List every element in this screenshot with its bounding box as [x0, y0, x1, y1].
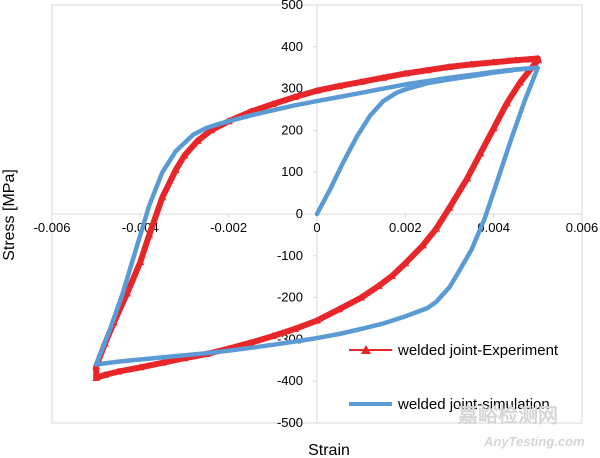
- series-experiment-marker: [357, 77, 366, 85]
- series-group: [92, 54, 542, 381]
- y-tick-label: 500: [281, 0, 303, 12]
- legend-experiment-marker: [361, 345, 371, 354]
- series-experiment-marker: [158, 193, 167, 201]
- series-experiment-marker: [145, 230, 154, 238]
- series-experiment-marker: [171, 166, 180, 174]
- series-experiment-marker: [193, 136, 202, 144]
- series-experiment-marker: [114, 367, 123, 375]
- series-experiment-marker: [290, 324, 299, 332]
- series-experiment-marker: [335, 305, 344, 313]
- series-experiment-marker: [502, 99, 511, 107]
- y-tick-label: -100: [277, 248, 303, 263]
- y-tick-label: 300: [281, 81, 303, 96]
- series-simulation-line: [93, 65, 541, 367]
- legend: welded joint-Experiment welded joint-sim…: [349, 342, 559, 413]
- x-tick-label: 0.004: [477, 220, 510, 235]
- series-experiment-marker: [268, 100, 277, 108]
- series-experiment-marker: [313, 316, 321, 324]
- series-experiment-marker: [401, 259, 410, 267]
- series-experiment-marker: [432, 224, 441, 232]
- x-tick-label: -0.006: [34, 220, 71, 235]
- series-experiment-marker: [207, 126, 215, 134]
- series-experiment-marker: [335, 82, 344, 90]
- series-experiment-marker: [101, 370, 109, 378]
- x-tick-label: -0.002: [210, 220, 247, 235]
- y-tick-label: -400: [277, 373, 303, 388]
- series-experiment-marker: [423, 66, 432, 74]
- series-experiment-marker: [246, 338, 255, 346]
- series-experiment-marker: [357, 293, 366, 301]
- series-experiment-marker: [136, 363, 145, 371]
- x-axis-title: Strain: [308, 442, 350, 458]
- y-tick-label: 0: [296, 206, 303, 221]
- series-experiment-marker: [180, 151, 189, 159]
- watermark-en: AnyTesting.com: [483, 434, 585, 449]
- series-experiment-marker: [379, 73, 388, 81]
- x-tick-label: 0.006: [566, 220, 599, 235]
- x-tick-label: 0: [313, 220, 320, 235]
- series-experiment-marker: [533, 56, 542, 64]
- series-experiment-marker: [525, 55, 533, 63]
- series-experiment-marker: [401, 69, 410, 77]
- series-experiment-marker: [268, 332, 277, 340]
- series-experiment-marker: [467, 60, 476, 68]
- series-experiment-marker: [136, 258, 145, 266]
- watermark-cn: 嘉峪检测网: [457, 403, 558, 427]
- y-axis-title: Stress [MPa]: [1, 169, 18, 261]
- series-experiment-marker: [516, 78, 525, 86]
- series-experiment-marker: [388, 271, 397, 279]
- series-experiment-marker: [313, 86, 321, 94]
- series-experiment-marker: [445, 62, 454, 70]
- series-experiment-marker: [123, 289, 132, 297]
- legend-simulation-label: welded joint-simulation: [397, 396, 550, 413]
- series-experiment-marker: [180, 354, 189, 362]
- series-experiment-marker: [463, 174, 472, 182]
- legend-experiment-label: welded joint-Experiment: [397, 342, 559, 359]
- series-experiment-marker: [419, 241, 427, 249]
- series-experiment-marker: [445, 203, 454, 211]
- y-tick-label: -500: [277, 415, 303, 430]
- y-tick-label: -200: [277, 290, 303, 305]
- y-tick-label: 200: [281, 122, 303, 137]
- series-experiment-marker: [374, 281, 383, 289]
- y-tick-label: 100: [281, 164, 303, 179]
- series-experiment-marker: [290, 92, 299, 100]
- series-experiment-marker: [489, 58, 498, 66]
- series-experiment-marker: [489, 124, 498, 132]
- y-tick-label: 400: [281, 39, 303, 54]
- series-experiment-marker: [511, 56, 520, 64]
- series-experiment-marker: [476, 149, 485, 157]
- series-experiment-marker: [158, 358, 167, 366]
- x-tick-label: 0.002: [389, 220, 422, 235]
- series-experiment-marker: [92, 373, 101, 381]
